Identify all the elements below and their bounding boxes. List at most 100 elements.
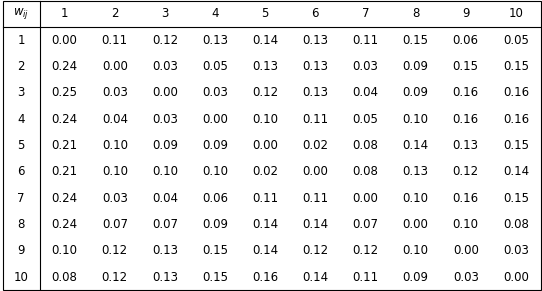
Text: 0.00: 0.00 — [352, 192, 378, 205]
Text: 0.04: 0.04 — [102, 113, 128, 126]
Text: 0.11: 0.11 — [252, 192, 278, 205]
Text: 0.06: 0.06 — [453, 33, 479, 47]
Text: 0.08: 0.08 — [352, 165, 378, 178]
Text: 0.14: 0.14 — [252, 33, 278, 47]
Text: 0.16: 0.16 — [503, 86, 529, 99]
Text: 0.12: 0.12 — [152, 33, 178, 47]
Text: 0.12: 0.12 — [102, 244, 128, 258]
Text: 0.15: 0.15 — [202, 271, 228, 284]
Text: 0.09: 0.09 — [202, 218, 228, 231]
Text: 3: 3 — [17, 86, 25, 99]
Text: 0.03: 0.03 — [503, 244, 529, 258]
Text: 0.24: 0.24 — [51, 60, 78, 73]
Text: 0.16: 0.16 — [252, 271, 278, 284]
Text: 0.02: 0.02 — [302, 139, 328, 152]
Text: 2: 2 — [17, 60, 25, 73]
Text: 2: 2 — [111, 7, 119, 20]
Text: 0.00: 0.00 — [302, 165, 328, 178]
Text: 7: 7 — [17, 192, 25, 205]
Text: 0.13: 0.13 — [302, 33, 328, 47]
Text: 9: 9 — [462, 7, 469, 20]
Text: 0.03: 0.03 — [152, 113, 178, 126]
Text: 0.03: 0.03 — [352, 60, 378, 73]
Text: 0.00: 0.00 — [202, 113, 228, 126]
Text: 0.13: 0.13 — [302, 86, 328, 99]
Text: 0.13: 0.13 — [403, 165, 429, 178]
Text: 0.06: 0.06 — [202, 192, 228, 205]
Text: 5: 5 — [261, 7, 269, 20]
Text: 0.12: 0.12 — [453, 165, 479, 178]
Text: 0.07: 0.07 — [352, 218, 378, 231]
Text: 0.00: 0.00 — [252, 139, 278, 152]
Text: 0.04: 0.04 — [352, 86, 378, 99]
Text: 0.16: 0.16 — [453, 86, 479, 99]
Text: 10: 10 — [508, 7, 523, 20]
Text: 0.07: 0.07 — [152, 218, 178, 231]
Text: 0.24: 0.24 — [51, 113, 78, 126]
Text: 0.03: 0.03 — [152, 60, 178, 73]
Text: 0.09: 0.09 — [202, 139, 228, 152]
Text: 0.16: 0.16 — [453, 113, 479, 126]
Text: 0.02: 0.02 — [252, 165, 278, 178]
Text: 0.14: 0.14 — [302, 271, 328, 284]
Text: 0.12: 0.12 — [252, 86, 278, 99]
Text: $w_{ij}$: $w_{ij}$ — [13, 6, 29, 21]
Text: 10: 10 — [14, 271, 29, 284]
Text: 0.25: 0.25 — [51, 86, 78, 99]
Text: 0.10: 0.10 — [403, 192, 429, 205]
Text: 0.13: 0.13 — [252, 60, 278, 73]
Text: 0.13: 0.13 — [152, 271, 178, 284]
Text: 4: 4 — [211, 7, 219, 20]
Text: 3: 3 — [161, 7, 169, 20]
Text: 0.10: 0.10 — [102, 139, 128, 152]
Text: 5: 5 — [17, 139, 25, 152]
Text: 0.14: 0.14 — [252, 244, 278, 258]
Text: 7: 7 — [362, 7, 369, 20]
Text: 0.24: 0.24 — [51, 192, 78, 205]
Text: 0.10: 0.10 — [453, 218, 479, 231]
Text: 0.15: 0.15 — [503, 60, 529, 73]
Text: 0.13: 0.13 — [453, 139, 479, 152]
Text: 0.13: 0.13 — [202, 33, 228, 47]
Text: 0.04: 0.04 — [152, 192, 178, 205]
Text: 0.08: 0.08 — [51, 271, 78, 284]
Text: 0.15: 0.15 — [503, 192, 529, 205]
Text: 0.10: 0.10 — [252, 113, 278, 126]
Text: 0.11: 0.11 — [302, 113, 328, 126]
Text: 0.11: 0.11 — [352, 33, 378, 47]
Text: 0.00: 0.00 — [453, 244, 479, 258]
Text: 0.15: 0.15 — [202, 244, 228, 258]
Text: 0.08: 0.08 — [352, 139, 378, 152]
Text: 0.15: 0.15 — [503, 139, 529, 152]
Text: 0.24: 0.24 — [51, 218, 78, 231]
Text: 0.07: 0.07 — [102, 218, 128, 231]
Text: 0.14: 0.14 — [403, 139, 429, 152]
Text: 6: 6 — [17, 165, 25, 178]
Text: 0.00: 0.00 — [51, 33, 78, 47]
Text: 0.00: 0.00 — [102, 60, 128, 73]
Text: 0.21: 0.21 — [51, 165, 78, 178]
Text: 0.10: 0.10 — [403, 244, 429, 258]
Text: 0.10: 0.10 — [51, 244, 78, 258]
Text: 0.00: 0.00 — [152, 86, 178, 99]
Text: 0.03: 0.03 — [102, 86, 128, 99]
Text: 6: 6 — [312, 7, 319, 20]
Text: 0.08: 0.08 — [503, 218, 529, 231]
Text: 0.13: 0.13 — [302, 60, 328, 73]
Text: 0.15: 0.15 — [403, 33, 429, 47]
Text: 0.11: 0.11 — [302, 192, 328, 205]
Text: 0.03: 0.03 — [102, 192, 128, 205]
Text: 0.14: 0.14 — [302, 218, 328, 231]
Text: 4: 4 — [17, 113, 25, 126]
Text: 0.15: 0.15 — [453, 60, 479, 73]
Text: 0.09: 0.09 — [403, 60, 429, 73]
Text: 1: 1 — [61, 7, 68, 20]
Text: 0.09: 0.09 — [152, 139, 178, 152]
Text: 0.12: 0.12 — [302, 244, 328, 258]
Text: 0.03: 0.03 — [202, 86, 228, 99]
Text: 0.10: 0.10 — [202, 165, 228, 178]
Text: 0.12: 0.12 — [352, 244, 378, 258]
Text: 0.09: 0.09 — [403, 86, 429, 99]
Text: 0.11: 0.11 — [102, 33, 128, 47]
Text: 0.09: 0.09 — [403, 271, 429, 284]
